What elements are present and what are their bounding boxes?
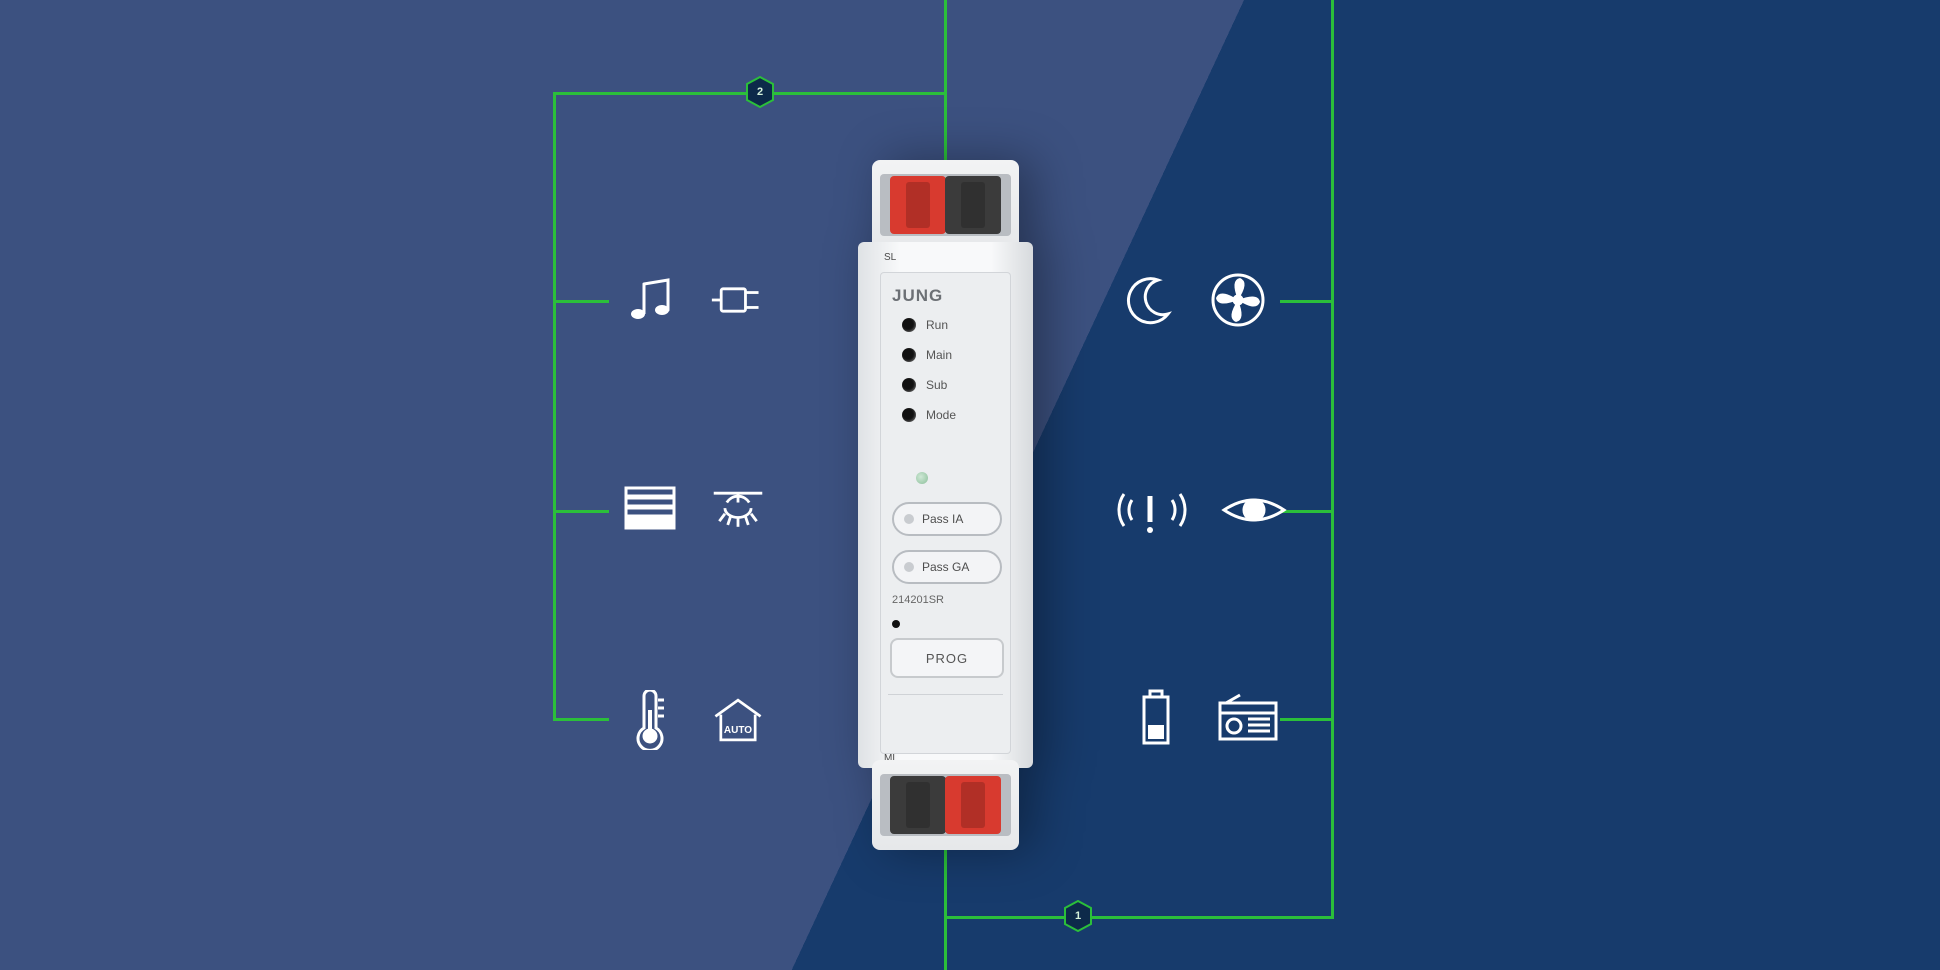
wire-seg: [944, 918, 947, 970]
device-brand: JUNG: [892, 286, 943, 306]
faceplate-divider: [888, 694, 1003, 695]
music-icon: [622, 272, 678, 328]
battery-icon: [1128, 690, 1184, 746]
terminal-block-top: [872, 160, 1019, 250]
button-label: Pass GA: [922, 560, 969, 574]
led-dot-icon: [902, 408, 916, 422]
led-label: Main: [926, 348, 952, 362]
wire-seg: [944, 92, 947, 162]
led-dot-icon: [902, 378, 916, 392]
device-led: Sub: [902, 378, 956, 392]
wire-seg: [553, 300, 609, 303]
wire-seg: [553, 92, 556, 720]
device-led: Main: [902, 348, 956, 362]
wire-seg: [1280, 718, 1334, 721]
ceiling-light-icon: [710, 482, 766, 538]
button-indicator-icon: [904, 562, 914, 572]
prog-led-icon: [892, 620, 900, 628]
bus-node-label: 2: [757, 86, 763, 98]
led-label: Mode: [926, 408, 956, 422]
device-led-column: Run Main Sub Mode: [902, 318, 956, 422]
device-model-number: 214201SR: [892, 594, 944, 606]
auto-home-icon: AUTO: [710, 692, 766, 748]
blinds-icon: [622, 482, 678, 538]
led-dot-icon: [902, 318, 916, 332]
device-led: Mode: [902, 408, 956, 422]
bus-node-1: 1: [1064, 900, 1092, 932]
terminal-block-bottom: [872, 760, 1019, 850]
feature-row-left-3: AUTO: [622, 692, 766, 748]
device-housing: SL JUNG Run Main Sub Mode: [858, 242, 1033, 768]
port-label-sl: SL: [884, 252, 896, 263]
wire-seg: [1280, 300, 1334, 303]
device-led: Run: [902, 318, 956, 332]
terminal-clip-black: [890, 776, 946, 834]
led-dot-icon: [902, 348, 916, 362]
feature-row-left-1: [622, 272, 766, 328]
radio-icon: [1216, 690, 1280, 746]
wire-seg: [553, 510, 609, 513]
led-label: Sub: [926, 378, 947, 392]
pass-ga-button[interactable]: Pass GA: [892, 550, 1002, 584]
feature-row-right-1: [1122, 272, 1266, 328]
alarm-waves-icon: [1116, 482, 1188, 538]
prog-button[interactable]: PROG: [890, 638, 1004, 678]
pass-ia-button[interactable]: Pass IA: [892, 502, 1002, 536]
terminal-clip-red: [890, 176, 946, 234]
eye-icon: [1220, 482, 1288, 538]
knx-device: SL JUNG Run Main Sub Mode: [858, 160, 1033, 850]
thermometer-icon: [622, 692, 678, 748]
power-led-icon: [916, 472, 928, 484]
bus-node-2: 2: [746, 76, 774, 108]
terminal-clip-black: [945, 176, 1001, 234]
diagram-stage: 2 1: [0, 0, 1940, 970]
moon-icon: [1122, 272, 1178, 328]
terminal-clip-red: [945, 776, 1001, 834]
wire-seg: [944, 848, 947, 918]
wire-seg: [944, 0, 947, 92]
button-indicator-icon: [904, 514, 914, 524]
feature-row-left-2: [622, 482, 766, 538]
button-label: Pass IA: [922, 512, 963, 526]
led-label: Run: [926, 318, 948, 332]
fan-icon: [1210, 272, 1266, 328]
auto-home-label: AUTO: [724, 725, 752, 736]
wire-seg: [553, 718, 609, 721]
feature-row-right-3: [1128, 690, 1280, 746]
wire-seg: [944, 916, 1334, 919]
plug-icon: [710, 272, 766, 328]
bus-node-label: 1: [1075, 910, 1081, 922]
wire-seg: [1331, 0, 1334, 919]
prog-button-label: PROG: [926, 651, 968, 666]
wire-seg: [1280, 510, 1334, 513]
feature-row-right-2: [1116, 482, 1288, 538]
